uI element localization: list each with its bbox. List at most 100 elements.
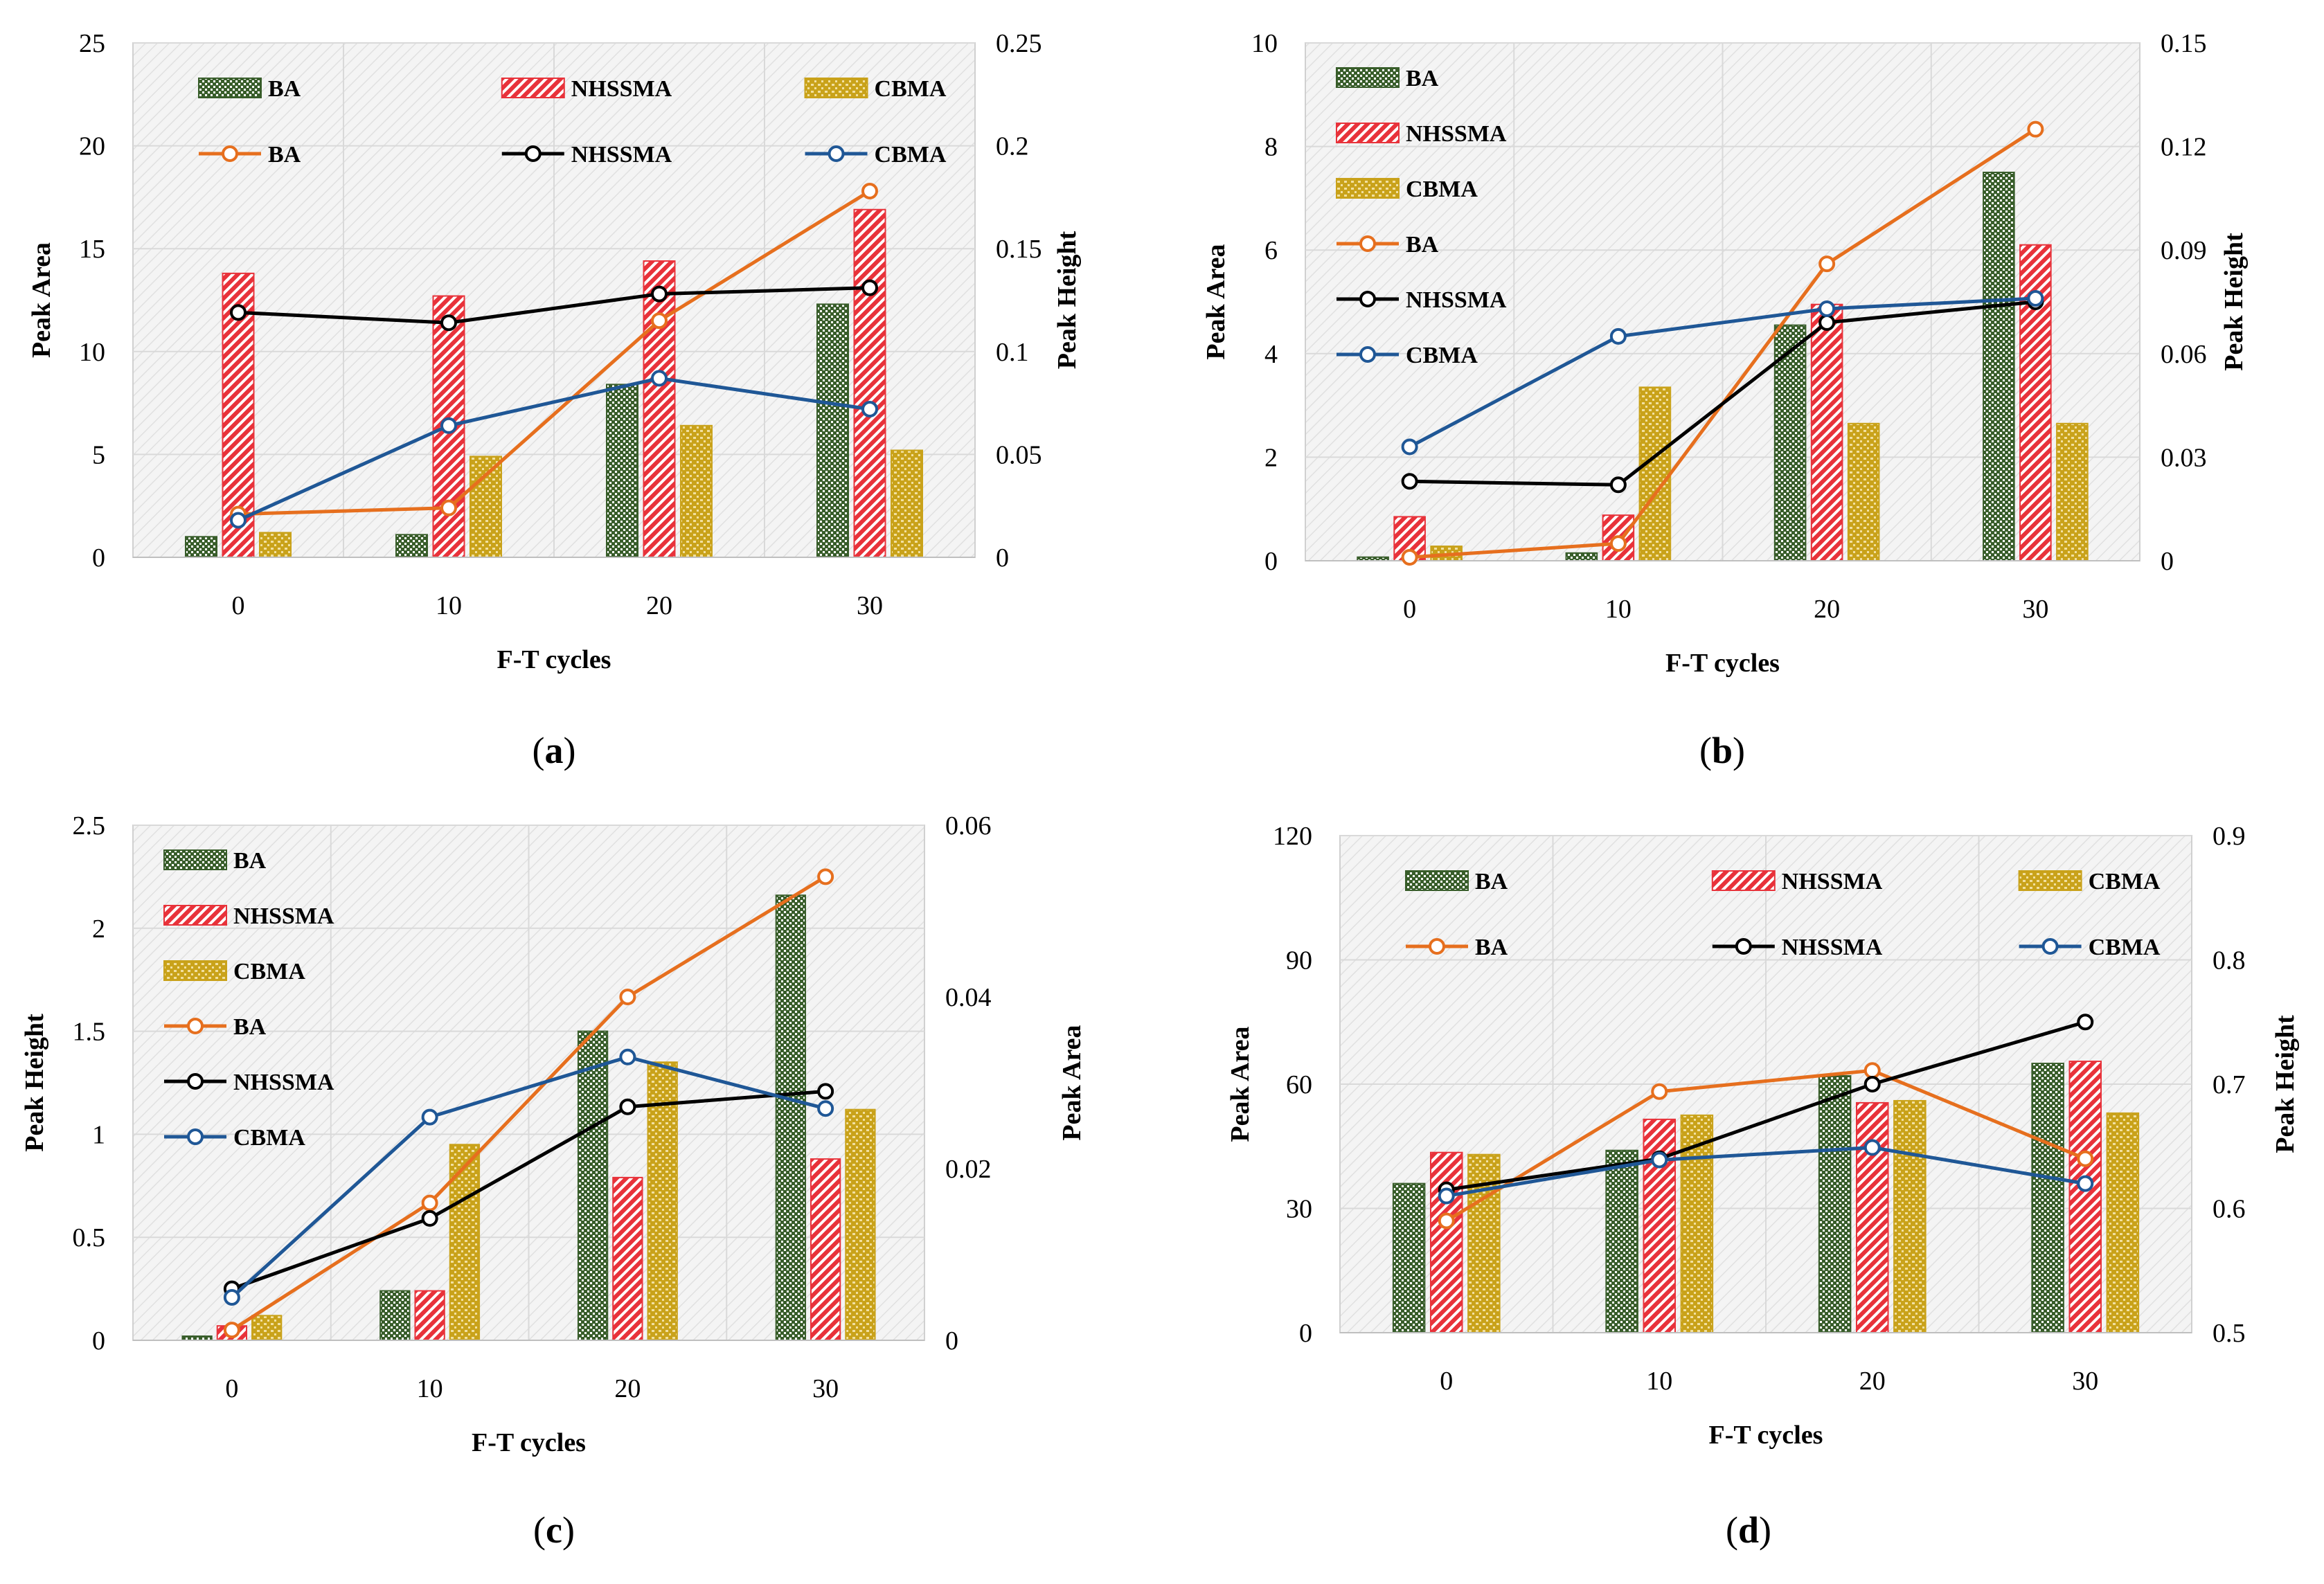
- y-right-tick-label: 0: [996, 543, 1009, 573]
- y-left-tick-label: 15: [79, 235, 105, 264]
- y-left-tick-label: 120: [1273, 822, 1312, 851]
- bar-cbma-20: [680, 424, 713, 558]
- legend-label: CBMA: [875, 142, 947, 168]
- y-right-tick-label: 0.1: [996, 338, 1029, 367]
- line-cbma: [231, 1055, 826, 1299]
- bar-cbma-10: [1638, 386, 1672, 561]
- x-axis-title: F-T cycles: [1709, 1421, 1823, 1450]
- marker-ba-30: [817, 868, 834, 885]
- y-left-axis-title: Peak Area: [1201, 244, 1231, 359]
- y-right-tick-label: 0.03: [2161, 443, 2207, 472]
- legend-swatch-marker-cbma: [1359, 346, 1376, 363]
- legend-swatch-bar-cbma: [163, 960, 227, 981]
- bar-ba-30: [1983, 172, 2015, 561]
- y-left-tick-label: 10: [79, 338, 105, 367]
- marker-ba-30: [2027, 120, 2044, 138]
- y-right-tick-label: 0.12: [2161, 133, 2207, 162]
- legend-swatch-bar-cbma: [804, 78, 868, 98]
- bar-ba-20: [1818, 1075, 1852, 1333]
- y-left-axis-title: Peak Area: [1226, 1026, 1255, 1142]
- legend-swatch-marker-nhssma: [524, 145, 542, 162]
- y-left-tick-label: 4: [1264, 340, 1278, 369]
- marker-ba-0: [1438, 1212, 1455, 1230]
- chart-panel-c: 0 0.5 1 1.5 2 2.5 0 0.02 0.04 0.06 0 10 20 30 F-T cycl…: [20, 811, 1087, 1551]
- y-right-tick-label: 0.05: [996, 440, 1042, 469]
- line-ba: [1445, 1068, 2086, 1223]
- y-left-axis-title: Peak Area: [27, 242, 56, 358]
- legend-swatch-bar-cbma: [2018, 870, 2082, 891]
- bar-ba-10: [379, 1290, 411, 1342]
- marker-ba-10: [421, 1194, 438, 1212]
- bar-nhssma-20: [1855, 1101, 1889, 1334]
- legend-label: NHSSMA: [1782, 869, 1883, 894]
- legend-label: CBMA: [1406, 177, 1478, 202]
- line-ba: [238, 189, 871, 516]
- marker-ba-20: [619, 989, 636, 1005]
- panel-caption: (a): [533, 730, 576, 771]
- marker-cbma-10: [1651, 1151, 1668, 1169]
- bar-nhssma-0: [1429, 1151, 1463, 1333]
- legend-swatch-bar-nhssma: [1711, 870, 1776, 891]
- x-tick-label: 30: [857, 591, 883, 620]
- bar-cbma-30: [891, 449, 924, 558]
- line-nhssma: [238, 286, 870, 325]
- y-left-tick-label: 25: [79, 29, 105, 58]
- y-right-tick-label: 0.09: [2161, 236, 2207, 265]
- chart-panel-a: 0 5 10 15 20 25 0 0.05 0.1 0.15 0.2 0.25 0 10 20 30 F-T …: [27, 29, 1082, 771]
- marker-nhssma-0: [230, 304, 247, 321]
- y-right-tick-label: 0.04: [945, 983, 992, 1012]
- x-axis-title: F-T cycles: [1665, 649, 1780, 678]
- marker-nhssma-30: [817, 1083, 834, 1100]
- marker-ba-10: [1609, 535, 1627, 552]
- bar-ba-30: [2031, 1063, 2064, 1334]
- x-tick-label: 20: [1859, 1367, 1886, 1396]
- line-ba: [231, 875, 827, 1332]
- marker-nhssma-20: [619, 1098, 636, 1115]
- line-cbma: [237, 376, 870, 522]
- marker-cbma-30: [861, 401, 878, 418]
- bar-ba-0: [1392, 1182, 1426, 1333]
- x-tick-label: 20: [646, 591, 672, 620]
- bar-nhssma-30: [2068, 1061, 2102, 1333]
- marker-ba-30: [861, 182, 878, 199]
- legend-swatch-marker-nhssma: [1359, 291, 1376, 307]
- legend-label: CBMA: [875, 76, 947, 102]
- y-right-tick-label: 0: [945, 1326, 958, 1356]
- legend-swatch-bar-ba: [163, 849, 227, 870]
- legend-label: CBMA: [1406, 343, 1478, 368]
- legend-label: NHSSMA: [1782, 935, 1883, 960]
- y-right-axis-title: Peak Height: [1053, 231, 1082, 369]
- y-left-tick-label: 2: [1264, 443, 1278, 472]
- bar-cbma-10: [470, 456, 502, 559]
- y-right-tick-label: 0.15: [996, 235, 1042, 264]
- marker-cbma-0: [223, 1289, 240, 1306]
- x-axis-title: F-T cycles: [472, 1428, 586, 1457]
- marker-ba-30: [2077, 1150, 2094, 1167]
- y-left-tick-label: 2.5: [73, 811, 106, 840]
- bar-ba-30: [775, 894, 806, 1341]
- x-tick-label: 0: [232, 591, 245, 620]
- bar-cbma-30: [845, 1108, 876, 1341]
- x-tick-label: 10: [1605, 595, 1632, 624]
- y-left-tick-label: 6: [1264, 236, 1278, 265]
- legend-swatch-marker-ba: [1359, 235, 1376, 252]
- legend-swatch-bar-nhssma: [501, 78, 565, 98]
- marker-cbma-20: [619, 1048, 636, 1065]
- bar-ba-10: [1565, 552, 1598, 562]
- legend-swatch-bar-nhssma: [1336, 123, 1400, 143]
- marker-cbma-10: [1609, 327, 1627, 345]
- chart-panel-b: 0 2 4 6 8 10 0 0.03 0.06 0.09 0.12 0.15 0 10 20 30 F-T c…: [1201, 29, 2249, 771]
- marker-ba-20: [1818, 255, 1836, 273]
- y-left-tick-label: 0: [1264, 547, 1278, 576]
- y-right-tick-label: 0.5: [2213, 1319, 2246, 1348]
- line-nhssma: [1409, 300, 2036, 487]
- y-right-tick-label: 0.6: [2213, 1195, 2246, 1224]
- legend-label: BA: [233, 1014, 267, 1040]
- legend-label: CBMA: [233, 1125, 305, 1151]
- y-right-tick-label: 0.02: [945, 1155, 992, 1184]
- marker-nhssma-30: [861, 279, 878, 296]
- legend: BA NHSSMA CBMA BA NHSSMA CBMA: [198, 76, 947, 168]
- legend-swatch-bar-ba: [198, 78, 262, 98]
- x-tick-label: 10: [417, 1374, 443, 1403]
